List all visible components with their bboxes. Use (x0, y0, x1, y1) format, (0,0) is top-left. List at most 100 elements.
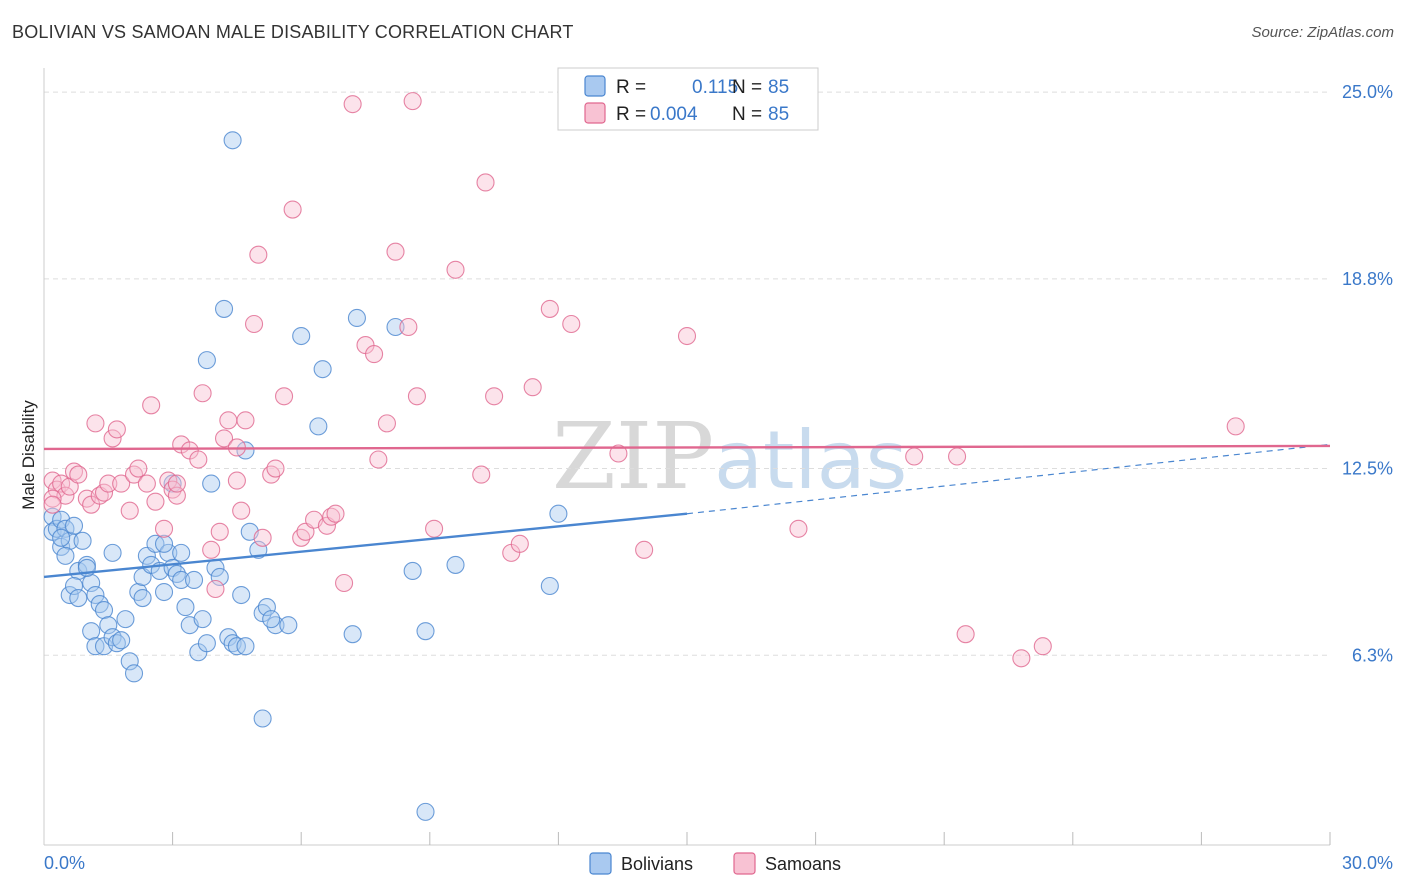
samoan-point-62 (472, 465, 491, 484)
chart-title: BOLIVIAN VS SAMOAN MALE DISABILITY CORRE… (12, 22, 574, 42)
bolivian-point-78 (154, 534, 174, 553)
samoan-point-37 (232, 501, 251, 520)
samoan-point-54 (365, 345, 384, 364)
bolivian-point-45 (197, 634, 216, 653)
bolivian-trend-extension (686, 443, 1331, 515)
y-axis-label: Male Disability (19, 400, 38, 510)
samoans-points (43, 92, 1245, 668)
samoan-point-7 (69, 465, 88, 484)
samoan-point-30 (193, 384, 212, 403)
legend: R = 0.115 N = 85 R = 0.004 N = 85 (557, 67, 819, 131)
samoan-point-35 (219, 411, 238, 430)
bolivian-point-12 (64, 576, 84, 596)
samoan-point-19 (129, 459, 148, 478)
bolivian-point-70 (343, 625, 362, 644)
bolivian-point-75 (549, 504, 568, 523)
bolivian-point-39 (172, 570, 191, 590)
samoan-point-75 (948, 447, 967, 466)
samoan-point-15 (86, 414, 105, 433)
legend-n-label-samoans: N = (732, 104, 762, 125)
bolivian-point-35 (154, 582, 174, 602)
samoan-point-32 (206, 579, 225, 599)
bolivian-point-26 (120, 652, 139, 671)
samoan-point-38 (236, 411, 255, 430)
legend-swatch-bolivians (584, 75, 606, 97)
samoan-point-73 (789, 519, 808, 538)
y-tick-label-2: 18.8% (1342, 269, 1393, 289)
samoan-point-31 (202, 540, 221, 559)
legend-n-label-bolivians: N = (732, 77, 762, 98)
samoan-point-79 (1226, 417, 1245, 436)
y-tick-label-0: 6.3% (1352, 645, 1393, 665)
samoan-point-43 (266, 459, 285, 478)
bolivian-point-7 (56, 546, 75, 565)
samoan-point-78 (1033, 637, 1052, 656)
samoan-point-13 (103, 429, 122, 448)
samoan-point-61 (446, 260, 465, 279)
bolivian-point-66 (313, 360, 332, 379)
samoan-point-23 (154, 519, 174, 538)
bolivian-point-63 (197, 351, 216, 370)
samoan-point-5 (43, 489, 62, 508)
bolivian-point-28 (116, 610, 135, 629)
bolivian-point-13 (69, 588, 88, 608)
samoan-point-72 (677, 326, 697, 346)
bolivian-trend-line (43, 512, 688, 579)
samoan-point-12 (99, 474, 118, 493)
samoan-point-45 (283, 200, 302, 219)
bolivian-point-77 (279, 616, 298, 635)
samoan-point-66 (510, 534, 529, 553)
bolivian-point-62 (214, 299, 234, 318)
samoan-point-22 (146, 492, 165, 511)
bolivian-point-67 (309, 417, 328, 436)
samoan-point-14 (107, 420, 126, 439)
samoan-point-52 (343, 95, 362, 114)
bolivian-point-84 (52, 528, 71, 547)
samoan-point-70 (609, 444, 628, 463)
bolivian-point-15 (82, 573, 101, 593)
bottom-legend: Bolivians Samoans (589, 852, 841, 875)
samoan-point-68 (540, 299, 559, 318)
samoan-point-59 (407, 387, 426, 406)
samoan-point-55 (369, 450, 388, 469)
samoan-point-69 (562, 314, 581, 334)
bolivian-point-52 (232, 585, 251, 605)
samoan-point-29 (189, 450, 208, 469)
samoan-point-39 (244, 314, 264, 334)
samoan-point-71 (635, 540, 654, 559)
legend-swatch-samoans (584, 102, 606, 124)
samoan-point-84 (43, 495, 62, 514)
samoan-point-51 (335, 573, 354, 593)
samoan-point-80 (403, 92, 422, 111)
samoan-trend-line (43, 444, 1331, 451)
bolivian-point-68 (347, 308, 366, 328)
samoan-point-41 (253, 528, 272, 547)
source-label: Source: ZipAtlas.com (1251, 24, 1394, 41)
samoan-point-67 (523, 378, 542, 397)
bottom-legend-swatch-bolivians (589, 852, 612, 875)
legend-r-value-bolivians: 0.115 (692, 77, 738, 98)
bolivian-point-72 (416, 622, 435, 641)
samoan-point-57 (386, 242, 405, 261)
gridlines (44, 91, 1330, 656)
y-tick-label-3: 25.0% (1342, 82, 1393, 102)
bolivians-points (43, 131, 568, 821)
bolivian-point-80 (103, 543, 122, 562)
bolivian-point-65 (292, 326, 311, 346)
bolivian-point-76 (416, 802, 435, 821)
bolivian-point-47 (210, 567, 229, 587)
bolivian-point-16 (86, 585, 105, 605)
bottom-legend-swatch-samoans (733, 852, 756, 875)
trend-lines (43, 443, 1331, 579)
samoan-point-74 (905, 447, 924, 466)
samoan-point-36 (227, 471, 246, 490)
bolivian-point-71 (403, 561, 422, 580)
samoan-point-11 (94, 483, 114, 502)
watermark-atlas: atlas (714, 414, 907, 507)
samoan-point-76 (956, 625, 975, 644)
y-tick-labels: 6.3% 12.5% 18.8% 25.0% (1342, 82, 1393, 665)
samoan-point-40 (249, 245, 268, 264)
samoan-point-83 (167, 474, 186, 493)
legend-n-value-samoans: 85 (768, 104, 789, 125)
